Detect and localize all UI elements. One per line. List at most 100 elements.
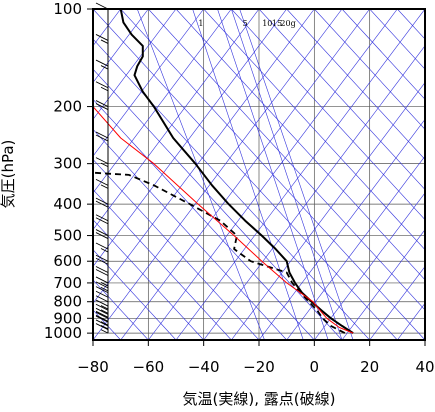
barb-half-feather bbox=[100, 86, 109, 92]
barb-feather bbox=[95, 307, 109, 315]
wind-barb bbox=[95, 157, 109, 168]
barb-feather bbox=[95, 217, 109, 225]
x-axis-ticks: −80 −60 −40 −20 0 20 40 bbox=[77, 340, 435, 376]
wind-barb bbox=[95, 242, 109, 253]
mixing-ratio-line bbox=[239, 9, 354, 340]
wind-barb bbox=[95, 131, 109, 142]
barb-feather bbox=[95, 303, 109, 311]
barb-feather bbox=[95, 81, 109, 89]
barb-half-feather bbox=[100, 248, 109, 253]
barb-feather bbox=[95, 134, 109, 142]
wind-barb bbox=[95, 266, 109, 276]
skew-isotherm bbox=[286, 155, 425, 340]
barb-feather bbox=[95, 34, 109, 41]
mixing-ratio-label: 5 bbox=[243, 19, 248, 28]
wind-barbs bbox=[95, 2, 109, 334]
skew-isotherm bbox=[93, 9, 204, 157]
barb-feather bbox=[95, 131, 109, 139]
dry-adiabat bbox=[93, 279, 149, 340]
barb-feather bbox=[95, 242, 109, 250]
skew-isotherm bbox=[314, 192, 425, 340]
dry-adiabat bbox=[424, 9, 425, 10]
dry-adiabat bbox=[93, 189, 232, 340]
barb-half-feather bbox=[100, 65, 109, 70]
barb-feather bbox=[95, 290, 109, 298]
profile-lines bbox=[93, 9, 354, 334]
barb-feather bbox=[95, 157, 109, 165]
mixing-ratio-label: 1 bbox=[198, 19, 203, 28]
x-tick-label: −20 bbox=[243, 358, 275, 376]
dry-adiabat bbox=[148, 9, 425, 311]
dry-adiabat bbox=[341, 9, 425, 100]
mixing-ratio-label: 15 bbox=[272, 19, 282, 28]
barb-feather bbox=[95, 269, 109, 276]
dry-adiabat bbox=[93, 128, 287, 340]
mixing-ratio-label: 20g bbox=[280, 19, 295, 28]
x-tick-label: 0 bbox=[310, 358, 320, 376]
barb-half-feather bbox=[100, 321, 109, 326]
barb-feather bbox=[95, 232, 109, 239]
skew-isotherm bbox=[203, 45, 425, 340]
dry-adiabat bbox=[93, 219, 204, 340]
x-tick-label: 40 bbox=[415, 358, 434, 376]
wind-barb bbox=[95, 229, 109, 239]
barb-feather bbox=[95, 200, 109, 208]
wind-barb bbox=[95, 295, 109, 303]
dry-adiabat bbox=[369, 9, 425, 70]
y-tick-label: 700 bbox=[53, 274, 82, 292]
skew-isotherm bbox=[258, 118, 425, 340]
wind-barb bbox=[95, 311, 109, 322]
dry-adiabat bbox=[93, 9, 398, 340]
skewed-isotherms-and-adiabats bbox=[93, 9, 425, 340]
wind-barb bbox=[100, 329, 109, 334]
y-tick-label: 800 bbox=[53, 293, 82, 311]
barb-feather bbox=[95, 311, 109, 319]
mixing-ratio-label: 10 bbox=[262, 19, 272, 28]
barb-feather bbox=[95, 295, 109, 303]
barb-feather bbox=[95, 286, 109, 294]
barb-feather bbox=[95, 103, 109, 110]
mixing-ratio-line bbox=[136, 9, 265, 340]
barb-feather bbox=[95, 100, 109, 107]
wind-barb bbox=[95, 59, 109, 70]
dry-adiabat bbox=[203, 9, 425, 251]
y-tick-label: 1000 bbox=[44, 324, 82, 342]
skew-isotherm bbox=[231, 82, 425, 340]
barb-half-feather bbox=[100, 282, 109, 287]
barb-feather bbox=[95, 281, 109, 289]
barb-half-feather bbox=[100, 305, 109, 310]
skew-isotherm bbox=[369, 265, 425, 340]
x-tick-label: −60 bbox=[133, 358, 165, 376]
dry-adiabat bbox=[93, 38, 370, 340]
barb-feather bbox=[95, 276, 109, 284]
wind-barb bbox=[95, 178, 109, 189]
dry-adiabat bbox=[397, 9, 425, 40]
barb-feather bbox=[95, 229, 109, 236]
barb-feather bbox=[95, 323, 109, 330]
wind-barb bbox=[95, 276, 109, 287]
barb-half-feather bbox=[100, 329, 109, 334]
wind-barb bbox=[95, 214, 109, 225]
wind-barb bbox=[95, 307, 109, 318]
x-tick-label: −40 bbox=[188, 358, 220, 376]
x-tick-label: 20 bbox=[360, 358, 379, 376]
barb-half-feather bbox=[100, 162, 109, 168]
y-tick-label: 200 bbox=[53, 98, 82, 116]
wind-barb bbox=[95, 286, 109, 294]
x-tick-label: −80 bbox=[77, 358, 109, 376]
wind-barb bbox=[95, 319, 109, 330]
y-tick-label: 400 bbox=[53, 195, 82, 213]
wind-barb bbox=[95, 254, 109, 265]
wind-barb bbox=[95, 34, 109, 44]
skew-isotherm bbox=[424, 339, 425, 340]
skew-isotherm bbox=[93, 9, 149, 84]
wind-barb bbox=[95, 81, 109, 92]
barb-feather bbox=[95, 310, 109, 318]
barb-feather bbox=[95, 266, 109, 273]
barb-feather bbox=[95, 178, 109, 186]
barb-feather bbox=[95, 314, 109, 322]
barb-half-feather bbox=[100, 184, 109, 189]
